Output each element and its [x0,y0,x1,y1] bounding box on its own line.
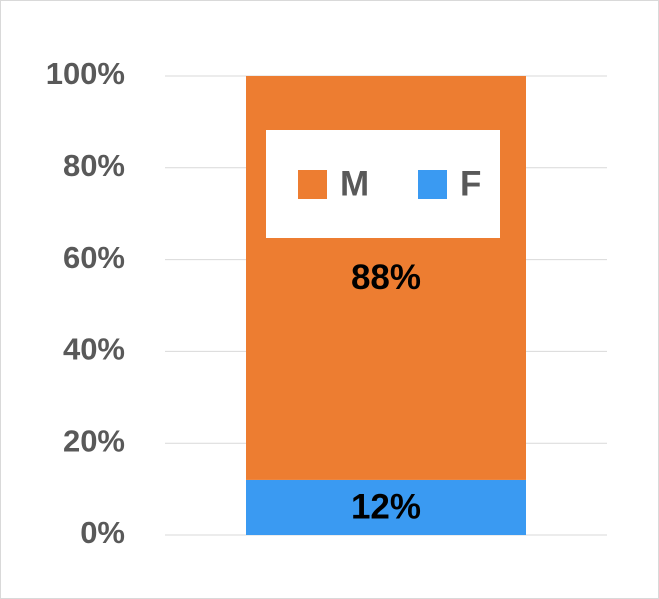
legend-label: F [460,164,481,203]
y-tick-label: 80% [63,148,125,183]
y-tick-label: 100% [46,56,125,91]
legend-label: M [340,164,369,203]
bar-segment [246,479,526,535]
legend-swatch [298,170,327,199]
y-tick-label: 40% [63,332,125,367]
y-tick-label: 20% [63,423,125,458]
legend-swatch [418,170,447,199]
data-label: 12% [351,488,421,527]
data-label: 88% [351,258,421,297]
y-tick-label: 60% [63,240,125,275]
y-tick-label: 0% [80,515,125,550]
